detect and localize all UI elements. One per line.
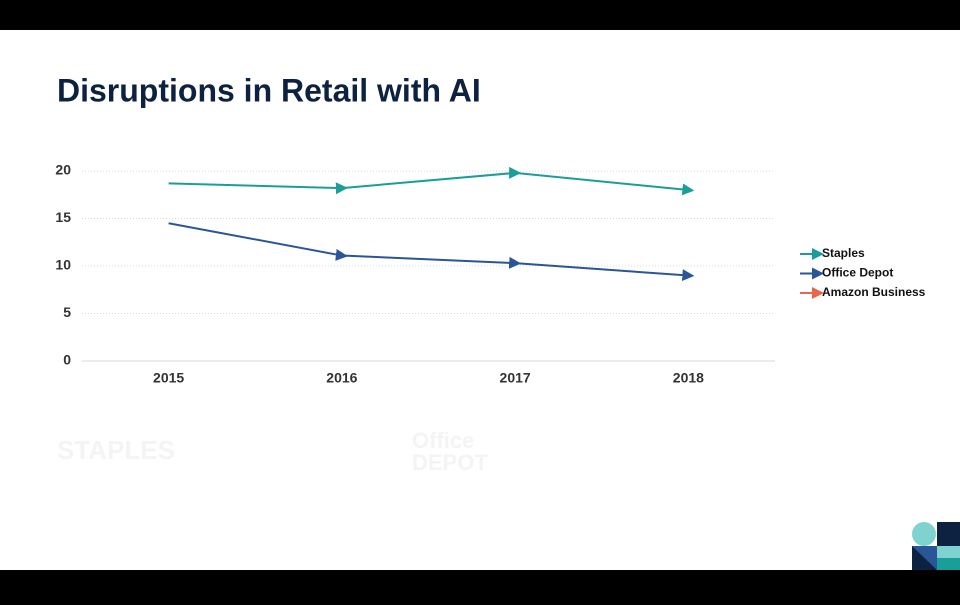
- x-tick-label: 2018: [673, 370, 704, 386]
- line-series: [168, 222, 695, 282]
- slide-background: [0, 30, 960, 570]
- y-tick-label: 10: [55, 257, 71, 273]
- logo: Office: [412, 428, 474, 453]
- x-tick-label: 2016: [326, 370, 357, 386]
- y-tick-label: 5: [63, 304, 71, 320]
- logo: STAPLES: [57, 435, 175, 465]
- slide-title: Disruptions in Retail with AI: [57, 72, 481, 108]
- legend-label: Office Depot: [822, 266, 893, 280]
- bottom-bar: [0, 570, 960, 600]
- y-tick-label: 0: [63, 352, 71, 368]
- legend-label: Staples: [822, 246, 865, 260]
- line-series: [168, 166, 695, 196]
- x-tick-label: 2015: [153, 370, 184, 386]
- top-bar: [0, 0, 960, 30]
- legend-label: Amazon Business: [822, 285, 926, 299]
- y-tick-label: 20: [55, 162, 71, 178]
- logo: DEPOT: [412, 450, 488, 475]
- decoration: [912, 522, 960, 570]
- y-tick-label: 15: [55, 209, 71, 225]
- x-tick-label: 2017: [500, 370, 531, 386]
